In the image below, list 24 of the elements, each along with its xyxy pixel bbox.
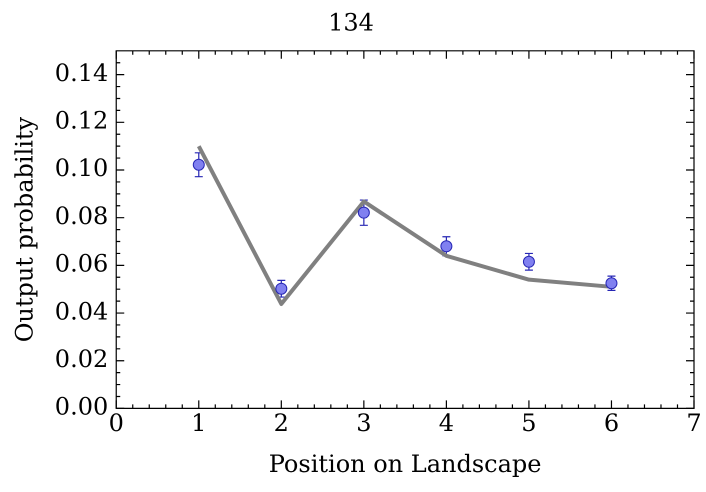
y-tick-label: 0.04 <box>54 297 108 326</box>
x-tick-label: 4 <box>438 409 454 438</box>
chart-title: 134 <box>328 8 374 37</box>
x-axis-title: Position on Landscape <box>268 450 542 478</box>
x-tick-label: 7 <box>686 409 702 438</box>
x-tick-label: 5 <box>521 409 537 438</box>
x-tick-label: 3 <box>356 409 372 438</box>
x-tick-label: 0 <box>108 409 124 438</box>
y-axis-title: Output probability <box>10 116 39 342</box>
x-tick-label: 2 <box>274 409 289 438</box>
point <box>192 158 205 171</box>
y-tick-label: 0.10 <box>54 154 108 182</box>
y-tick-label: 0.14 <box>54 58 108 87</box>
point <box>522 256 535 268</box>
y-tick-label: 0.00 <box>54 392 108 421</box>
point <box>358 206 370 219</box>
x-tick-label: 1 <box>191 409 206 438</box>
x-tick-label: 6 <box>604 409 620 438</box>
point <box>275 282 288 295</box>
point <box>440 240 452 252</box>
y-tick-label: 0.08 <box>54 202 108 230</box>
y-tick-label: 0.02 <box>54 344 108 373</box>
y-tick-label: 0.12 <box>54 106 108 135</box>
y-tick-label: 0.06 <box>54 250 108 278</box>
